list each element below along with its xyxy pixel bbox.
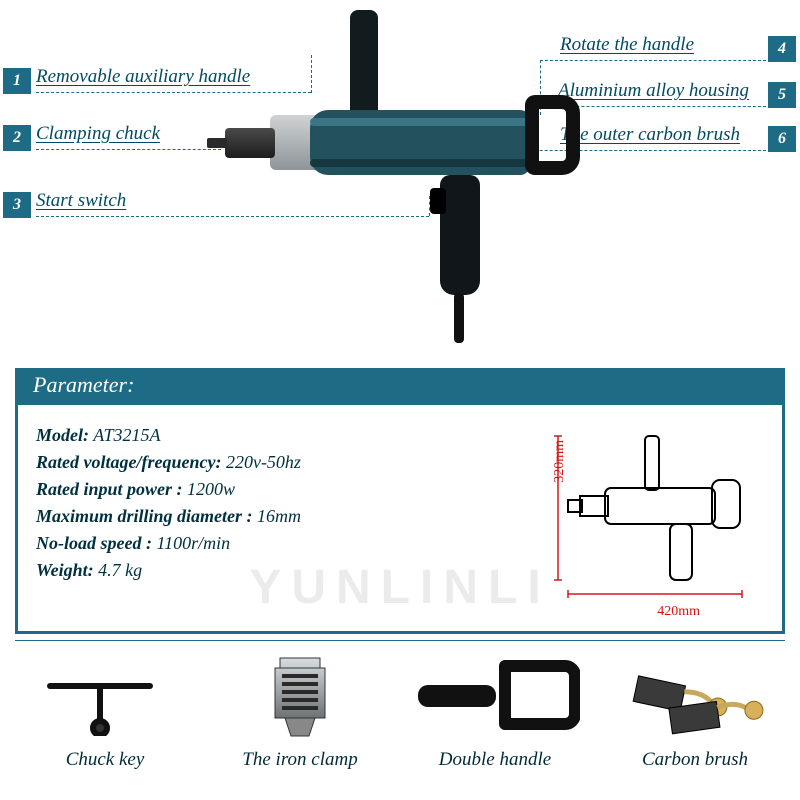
- dimension-width: 420mm: [657, 604, 700, 620]
- accessory-caption: Chuck key: [10, 749, 200, 771]
- param-value: 1200w: [187, 479, 235, 499]
- param-value: AT3215A: [93, 425, 160, 445]
- callout-number: 4: [768, 36, 796, 62]
- accessory-item: The iron clamp: [205, 648, 395, 771]
- callout-leader: [36, 92, 311, 93]
- accessory-item: Chuck key: [10, 648, 200, 771]
- section-divider: [15, 640, 785, 641]
- param-label: Rated voltage/frequency:: [36, 452, 221, 472]
- param-value: 220v-50hz: [226, 452, 301, 472]
- annotated-product-diagram: 1 Removable auxiliary handle 2 Clamping …: [0, 0, 800, 360]
- callout-number: 5: [768, 82, 796, 108]
- dimension-height: 320mm: [552, 440, 568, 483]
- callout-number: 6: [768, 126, 796, 152]
- callout-label: Aluminium alloy housing: [558, 80, 749, 102]
- callout-label: Start switch: [36, 190, 126, 212]
- accessories-row: Chuck key The iron clamp Double handle: [0, 648, 800, 798]
- param-value: 1100r/min: [156, 533, 230, 553]
- iron-clamp-icon: [205, 648, 395, 743]
- callout-number: 1: [3, 68, 31, 94]
- callout-leader: [36, 149, 221, 150]
- accessory-item: Double handle: [400, 648, 590, 771]
- param-label: Weight:: [36, 560, 94, 580]
- param-label: Rated input power :: [36, 479, 183, 499]
- parameter-heading: Parameter:: [15, 368, 785, 402]
- callout-label: Removable auxiliary handle: [36, 66, 250, 88]
- param-value: 16mm: [257, 506, 301, 526]
- callout-label: The outer carbon brush: [560, 124, 740, 146]
- accessory-caption: Carbon brush: [600, 749, 790, 771]
- accessory-caption: Double handle: [400, 749, 590, 771]
- callout-number: 2: [3, 125, 31, 151]
- dimension-outline-drawing: [550, 418, 760, 608]
- callout-label: Clamping chuck: [36, 123, 160, 145]
- carbon-brush-icon: [600, 648, 790, 743]
- callout-number: 3: [3, 192, 31, 218]
- double-handle-icon: [400, 648, 590, 743]
- param-label: Maximum drilling diameter :: [36, 506, 253, 526]
- callout-label: Rotate the handle: [560, 34, 694, 56]
- chuck-key-icon: [10, 648, 200, 743]
- param-label: Model:: [36, 425, 89, 445]
- param-label: No-load speed :: [36, 533, 152, 553]
- accessory-caption: The iron clamp: [205, 749, 395, 771]
- accessory-item: Carbon brush: [600, 648, 790, 771]
- drill-illustration: [280, 10, 580, 320]
- param-value: 4.7 kg: [98, 560, 142, 580]
